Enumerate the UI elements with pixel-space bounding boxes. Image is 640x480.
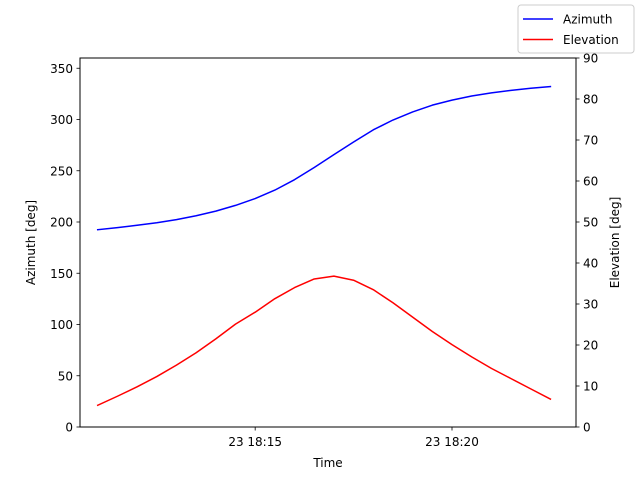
series-line-azimuth [96, 85, 552, 231]
y-tick-label-left: 300 [50, 113, 73, 127]
y-tick-label-right: 90 [583, 52, 598, 66]
y-tick-label-right: 0 [583, 421, 591, 435]
y-tick-label-right: 60 [583, 175, 598, 189]
y-tick-label-right: 10 [583, 380, 598, 394]
y-tick-label-left: 200 [50, 216, 73, 230]
x-tick-label: 23 18:15 [228, 435, 282, 449]
y-tick-label-right: 30 [583, 298, 598, 312]
y-axis-label-left: Azimuth [deg] [24, 200, 38, 285]
x-axis-label: Time [312, 456, 342, 470]
y-tick-label-left: 0 [65, 421, 73, 435]
chart-marks [96, 85, 552, 407]
y-tick-label-right: 20 [583, 339, 598, 353]
axis-ticks: 0 50 100 150 200 250 300 350 0 10 20 30 40 50 60 70 80 90… [50, 52, 598, 450]
x-tick-label: 23 18:20 [425, 435, 479, 449]
y-tick-label-right: 80 [583, 93, 598, 107]
series-line-elevation [96, 275, 552, 407]
y-axis-label-right: Elevation [deg] [608, 197, 622, 289]
y-tick-label-left: 250 [50, 164, 73, 178]
plot-frame [79, 57, 577, 428]
y-tick-label-left: 350 [50, 62, 73, 76]
y-tick-label-right: 40 [583, 257, 598, 271]
y-tick-label-left: 50 [58, 369, 73, 383]
legend: Azimuth Elevation [517, 4, 635, 54]
y-tick-label-left: 150 [50, 267, 73, 281]
y-tick-label-left: 100 [50, 318, 73, 332]
legend-box [517, 4, 635, 54]
legend-label-azimuth: Azimuth [563, 13, 612, 27]
y-tick-label-right: 70 [583, 134, 598, 148]
y-tick-label-right: 50 [583, 216, 598, 230]
legend-label-elevation: Elevation [563, 33, 619, 47]
